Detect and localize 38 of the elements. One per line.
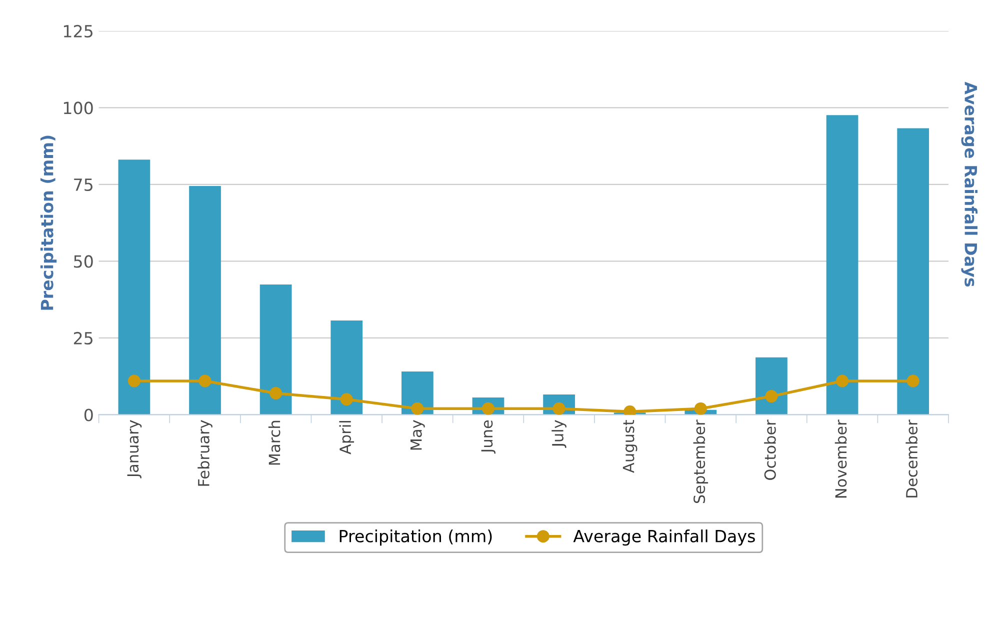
x-tick-label: January <box>127 420 142 478</box>
x-tick-label: July <box>552 420 566 448</box>
x-tick-label: December <box>906 420 918 498</box>
point <box>198 374 212 388</box>
bar <box>826 115 858 415</box>
x-tick-label: August <box>622 420 638 473</box>
point <box>411 402 424 415</box>
point <box>128 374 140 388</box>
bar <box>118 160 150 415</box>
point <box>906 374 920 388</box>
legend-label: Average Rainfall Days <box>573 530 755 546</box>
y-tick-label: 50 <box>74 255 93 268</box>
point <box>340 393 353 406</box>
point <box>836 374 849 388</box>
x-tick-label: September <box>693 420 708 504</box>
y-axis-title: Precipitation (mm) <box>40 136 57 310</box>
y-tick-label: 125 <box>64 24 92 38</box>
y2-axis-title: Average Rainfall Days <box>961 82 978 287</box>
x-tick-label: March <box>268 420 280 465</box>
y-tick-label: 75 <box>74 178 92 192</box>
point <box>765 390 778 403</box>
x-tick-label: November <box>834 420 847 498</box>
bar <box>330 320 363 415</box>
y-tick-label: 100 <box>64 102 93 114</box>
y-tick-label: 25 <box>74 332 92 345</box>
legend-label: Precipitation (mm) <box>340 530 492 546</box>
x-tick-label: May <box>410 420 425 450</box>
bar <box>897 128 930 415</box>
point <box>694 402 707 415</box>
x-tick-label: June <box>481 420 496 454</box>
x-tick-label: February <box>198 420 212 486</box>
x-tick-label: April <box>339 421 354 454</box>
bar <box>260 284 292 415</box>
bar <box>189 186 221 415</box>
point <box>270 386 282 400</box>
y-tick-label: 0 <box>84 408 93 422</box>
x-tick-label: October <box>764 420 776 480</box>
bar <box>756 357 788 415</box>
